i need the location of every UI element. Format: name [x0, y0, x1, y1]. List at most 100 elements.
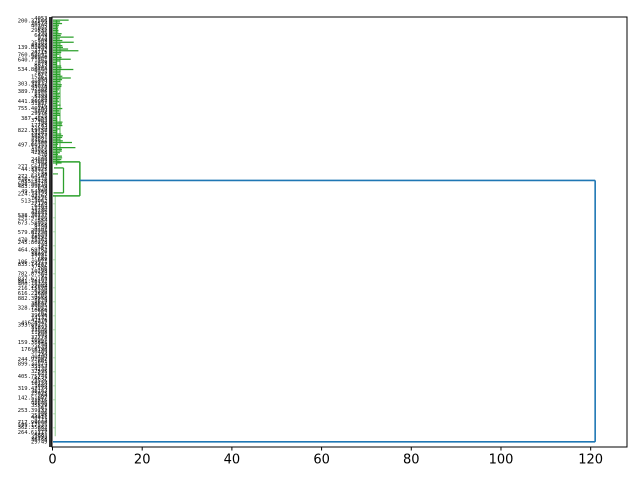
leaf-label: 816	[38, 104, 48, 110]
leaf-label: 449	[38, 60, 48, 66]
leaf-label: 43803	[31, 160, 48, 166]
leaf-label: 6449	[34, 33, 47, 39]
leaf-label: 5842	[34, 65, 47, 71]
leaf-label: 534.80464	[18, 67, 48, 73]
x-tick-label: 40	[224, 453, 241, 468]
leaf-label: 40195	[31, 23, 48, 29]
leaf-label: 40400	[31, 354, 48, 360]
leaf-label: 43383	[31, 43, 48, 49]
leaf-label: 251.91550	[18, 216, 48, 222]
leaf-label: 24381	[31, 130, 48, 136]
leaf-label: 30409	[31, 350, 48, 356]
leaf-label: 25786	[31, 208, 48, 214]
leaf-label: 483.99649	[18, 184, 48, 190]
leaf-label: 38687	[31, 301, 48, 307]
leaf-label: 17472	[31, 145, 48, 151]
leaf-label: 29532	[31, 28, 48, 34]
leaf-label: 20635	[31, 303, 48, 309]
leaf-label: 4135	[34, 367, 47, 373]
leaf-label: 455.3426	[21, 179, 48, 185]
leaf-label: 4205	[34, 294, 47, 300]
leaf-label: 877	[38, 72, 48, 78]
leaf-label: 762	[38, 311, 48, 317]
leaf-label: 5773	[34, 418, 47, 424]
leaf-label: 658.90410	[18, 182, 48, 188]
leaf-label: 758	[38, 342, 48, 348]
leaf-label: 599.17535	[18, 423, 48, 429]
leaf-label: 822.19758	[18, 128, 48, 134]
leaf-label: 561	[38, 406, 48, 412]
leaf-label: 2792	[34, 48, 47, 54]
leaf-label: 159.38841	[18, 340, 48, 346]
leaf-label: 755.40164	[18, 106, 48, 112]
leaf-label: 497.60355	[18, 143, 48, 149]
leaf-label: 176.6190	[21, 347, 48, 353]
leaf-label: 38091	[31, 252, 48, 258]
leaf-label: 22984	[31, 284, 48, 290]
leaf-label: 10965	[31, 337, 48, 343]
leaf-label: 10124	[31, 381, 48, 387]
leaf-tick-smear	[49, 17, 52, 447]
leaf-label: 20120	[31, 250, 48, 256]
green-cluster-links	[53, 19, 81, 437]
leaf-label: 272.64507	[18, 174, 48, 180]
leaf-label: 549	[38, 38, 48, 44]
leaf-label: 954	[38, 77, 49, 83]
leaf-label: 17783	[31, 123, 48, 129]
leaf-label: 570	[38, 152, 48, 158]
leaf-label: 5455	[34, 92, 47, 98]
leaf-label: 4053	[34, 16, 47, 22]
leaf-label: 848	[38, 427, 48, 433]
leaf-label: 4749	[34, 225, 47, 231]
leaf-label: 45078	[31, 84, 48, 90]
leaf-label: 899.34574	[18, 362, 48, 368]
x-tick-label: 100	[489, 453, 514, 468]
x-axis-ticks: 0 20 40 60 80 100 120	[48, 447, 603, 468]
leaf-label: 673.58955	[18, 221, 48, 227]
leaf-label: 640.71861	[18, 57, 48, 63]
leaf-label: 24715	[31, 50, 48, 56]
leaf-label: 277.56403	[18, 165, 48, 171]
leaf-label: 5809	[34, 109, 47, 115]
leaf-label: 25145	[31, 413, 48, 419]
leaf-label: 20574	[31, 21, 48, 27]
leaf-label: 91	[41, 274, 48, 280]
leaf-label: 37773	[31, 335, 48, 341]
leaf-label: 852	[38, 26, 48, 32]
leaf-label: 31892	[31, 325, 48, 331]
leaf-label: 31937	[31, 101, 48, 107]
leaf-label: 706	[38, 162, 48, 168]
leaf-label: 11794	[31, 206, 48, 212]
leaf-label: 37983	[31, 118, 48, 124]
x-tick-label: 0	[48, 453, 56, 468]
leaf-label: 405.75741	[18, 374, 48, 380]
leaf-label: 36768	[31, 437, 48, 443]
x-tick-label: 20	[134, 453, 151, 468]
leaf-label: 20301	[31, 228, 48, 234]
leaf-label: 616.22680	[18, 291, 48, 297]
leaf-label: 23639	[31, 345, 48, 351]
x-tick-label: 60	[313, 453, 330, 468]
leaf-label: 22534	[31, 126, 48, 132]
leaf-label: 27788	[31, 96, 48, 102]
leaf-label: 23526	[31, 379, 48, 385]
leaf-label: 835.14487	[18, 262, 48, 268]
root-link	[53, 179, 596, 443]
leaf-label: 6637	[34, 376, 47, 382]
leaf-label: 200.37566	[18, 18, 48, 24]
leaf-label: 40079	[31, 79, 48, 85]
leaf-label: 362.35862	[18, 425, 48, 431]
plot-frame	[51, 16, 628, 448]
leaf-label: 389.71006	[18, 89, 48, 95]
leaf-label: 49.54360	[21, 189, 48, 195]
leaf-label: 10660	[31, 308, 48, 314]
leaf-label: 35353	[31, 364, 48, 370]
leaf-label: 21816	[31, 398, 48, 404]
leaf-label: 620	[38, 186, 48, 192]
leaf-label: 29807	[31, 135, 48, 141]
leaf-label: 24888	[31, 157, 48, 163]
leaf-label: 32595	[31, 369, 48, 375]
leaf-label: 33993	[31, 435, 48, 441]
leaf-label: 695	[38, 333, 48, 339]
leaf-label: 44911	[31, 415, 48, 421]
